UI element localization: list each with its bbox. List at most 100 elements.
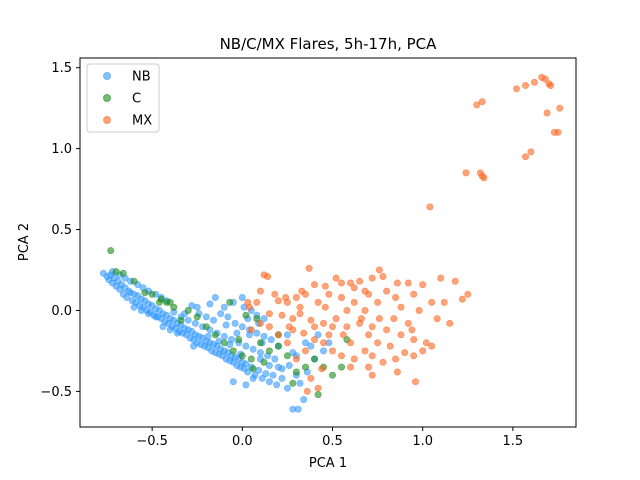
point-mx <box>253 298 261 306</box>
point-nb <box>307 342 315 350</box>
point-mx <box>332 274 340 282</box>
point-nb <box>242 360 250 368</box>
point-nb <box>184 316 192 324</box>
point-mx <box>428 342 436 350</box>
point-nb <box>222 321 230 329</box>
point-nb <box>238 323 246 331</box>
point-c <box>119 269 127 277</box>
point-mx <box>301 347 309 355</box>
point-mx <box>392 293 400 301</box>
point-nb <box>238 293 246 301</box>
point-c <box>226 298 234 306</box>
point-mx <box>339 331 347 339</box>
point-c <box>155 298 163 306</box>
point-mx <box>480 174 488 182</box>
point-nb <box>220 303 228 311</box>
point-mx <box>307 374 315 382</box>
point-mx <box>365 331 373 339</box>
point-nb <box>191 319 199 327</box>
point-mx <box>462 169 470 177</box>
y-axis: −0.5 0.0 0.5 1.0 1.5 <box>40 61 80 400</box>
y-tick-label: 1.5 <box>51 61 72 76</box>
point-mx <box>307 316 315 324</box>
point-nb <box>258 374 266 382</box>
point-mx <box>244 298 252 306</box>
point-c <box>211 331 219 339</box>
point-mx <box>383 326 391 334</box>
point-mx <box>521 153 529 161</box>
legend-frame <box>86 63 160 133</box>
point-mx <box>527 148 535 156</box>
point-mx <box>390 315 398 323</box>
point-mx <box>440 298 448 306</box>
x-axis: −0.5 0.0 0.5 1.0 1.5 <box>136 427 523 449</box>
plot-frame <box>79 57 577 428</box>
point-mx <box>397 303 405 311</box>
point-mx <box>392 355 400 363</box>
point-mx <box>265 323 273 331</box>
point-mx <box>368 323 376 331</box>
point-nb <box>188 302 196 310</box>
point-mx <box>419 281 427 289</box>
point-c <box>256 339 264 347</box>
point-mx <box>310 323 318 331</box>
point-mx <box>300 329 308 337</box>
point-nb <box>242 381 250 389</box>
point-mx <box>550 128 558 136</box>
point-mx <box>404 319 412 327</box>
point-mx <box>346 363 354 371</box>
chart-title: NB/C/MX Flares, 5h-17h, PCA <box>220 35 438 53</box>
point-mx <box>274 297 282 305</box>
point-c <box>177 316 185 324</box>
point-nb <box>249 345 257 353</box>
point-c <box>148 290 156 298</box>
point-mx <box>298 287 306 295</box>
point-nb <box>220 332 228 340</box>
point-nb <box>283 384 291 392</box>
point-mx <box>337 279 345 287</box>
y-tick-label: 0.0 <box>51 304 72 319</box>
point-mx <box>368 371 376 379</box>
point-mx <box>292 293 300 301</box>
point-mx <box>356 277 364 285</box>
point-mx <box>401 349 409 357</box>
point-nb <box>229 378 237 386</box>
point-mx <box>314 298 322 306</box>
point-mx <box>428 298 436 306</box>
point-mx <box>437 274 445 282</box>
point-nb <box>233 329 241 337</box>
point-mx <box>422 339 430 347</box>
point-c <box>220 339 228 347</box>
point-nb <box>190 342 198 350</box>
point-c <box>249 365 257 373</box>
point-mx <box>433 315 441 323</box>
points-layer <box>99 73 564 413</box>
point-nb <box>159 323 167 331</box>
point-mx <box>379 358 387 366</box>
point-mx <box>397 331 405 339</box>
y-tick-label: −0.5 <box>40 385 72 400</box>
point-c <box>314 391 322 399</box>
legend: NB C MX <box>86 63 160 133</box>
point-c <box>328 371 336 379</box>
point-mx <box>411 378 419 386</box>
point-mx <box>478 98 486 106</box>
legend-label-mx: MX <box>132 114 152 129</box>
point-mx <box>374 339 382 347</box>
point-mx <box>543 109 551 117</box>
point-c <box>238 352 246 360</box>
point-c <box>247 355 255 363</box>
point-c <box>112 268 120 276</box>
point-c <box>193 313 201 321</box>
point-c <box>170 303 178 311</box>
point-mx <box>383 287 391 295</box>
point-mx <box>319 339 327 347</box>
point-mx <box>321 303 329 311</box>
x-tick-label: 1.5 <box>503 434 524 449</box>
point-nb <box>285 361 293 369</box>
point-mx <box>296 303 304 311</box>
point-mx <box>296 310 304 318</box>
point-c <box>289 379 297 387</box>
point-mx <box>328 323 336 331</box>
point-nb <box>137 306 145 314</box>
